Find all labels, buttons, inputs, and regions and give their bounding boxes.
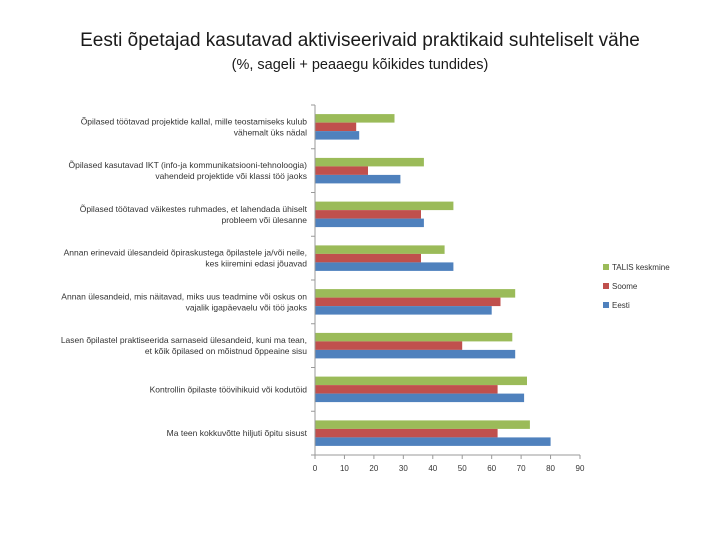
bar-eesti-4 [315, 306, 492, 315]
category-label-5-line-1: et kõik õpilased on mõistnud õppeaine si… [145, 346, 307, 356]
bar-eesti-7 [315, 437, 551, 446]
category-label-2-line-0: Õpilased töötavad väikestes ruhmades, et… [80, 204, 308, 214]
x-tick-label-90: 90 [576, 464, 585, 473]
x-tick-label-70: 70 [517, 464, 526, 473]
bar-soome-4 [315, 297, 501, 307]
bar-soome-6 [315, 385, 498, 394]
bar-talis-keskmine-7 [315, 420, 530, 429]
x-tick-label-0: 0 [313, 464, 318, 473]
category-label-1-line-1: vahendeid projektide või klassi töö jaok… [155, 171, 307, 181]
bar-soome-7 [315, 428, 498, 438]
legend-swatch-eesti [603, 302, 609, 308]
category-label-0-line-0: Õpilased töötavad projektide kallal, mil… [81, 116, 308, 126]
bar-eesti-1 [315, 174, 401, 184]
category-label-3-line-0: Annan erinevaid ülesandeid õpiraskustega… [64, 248, 307, 258]
legend-label-soome: Soome [612, 282, 638, 291]
x-tick-label-50: 50 [458, 464, 467, 473]
category-label-7-line-0: Ma teen kokkuvõtte hiljuti õpitu sisust [167, 428, 308, 438]
bar-eesti-2 [315, 218, 424, 228]
category-label-4-line-0: Annan ülesandeid, mis näitavad, miks uus… [61, 291, 307, 301]
category-label-5-line-0: Lasen õpilastel praktiseerida sarnaseid … [61, 335, 307, 345]
x-tick-label-80: 80 [546, 464, 555, 473]
bar-eesti-5 [315, 349, 516, 359]
bar-eesti-3 [315, 262, 454, 271]
category-label-2-line-1: probleem või ülesanne [221, 215, 307, 225]
category-label-6-line-0: Kontrollin õpilaste töövihikuid või kodu… [150, 384, 308, 394]
x-tick-label-30: 30 [399, 464, 408, 473]
bar-talis-keskmine-0 [315, 114, 395, 123]
bar-talis-keskmine-4 [315, 289, 516, 298]
bar-talis-keskmine-6 [315, 376, 527, 386]
chart-subtitle: (%, sageli + peaaegu kõikides tundides) [231, 57, 489, 73]
category-label-1-line-0: Õpilased kasutavad IKT (info-ja kommunik… [69, 160, 308, 170]
chart-title: Eesti õpetajad kasutavad aktiviseerivaid… [80, 30, 640, 51]
x-tick-label-10: 10 [340, 464, 349, 473]
bar-eesti-6 [315, 393, 525, 403]
bar-soome-0 [315, 122, 357, 132]
bar-soome-3 [315, 253, 421, 263]
legend-label-talis-keskmine: TALIS keskmine [612, 263, 670, 272]
bar-soome-5 [315, 341, 463, 350]
legend-label-eesti: Eesti [612, 301, 630, 310]
category-label-4-line-1: vajalik igapäevaelu või töö jaoks [186, 302, 307, 312]
x-tick-label-60: 60 [487, 464, 496, 473]
bar-talis-keskmine-5 [315, 332, 513, 342]
bar-eesti-0 [315, 131, 360, 140]
category-label-0-line-1: vähemalt üks nädal [234, 127, 307, 137]
category-label-3-line-1: kes kiiremini edasi jõuavad [205, 259, 307, 269]
bar-soome-1 [315, 166, 368, 175]
x-tick-label-20: 20 [369, 464, 378, 473]
legend-swatch-talis-keskmine [603, 264, 609, 270]
bar-talis-keskmine-1 [315, 157, 424, 167]
x-tick-label-40: 40 [428, 464, 437, 473]
bar-soome-2 [315, 210, 421, 219]
bar-talis-keskmine-3 [315, 245, 445, 254]
bar-talis-keskmine-2 [315, 201, 454, 211]
legend-swatch-soome [603, 283, 609, 289]
